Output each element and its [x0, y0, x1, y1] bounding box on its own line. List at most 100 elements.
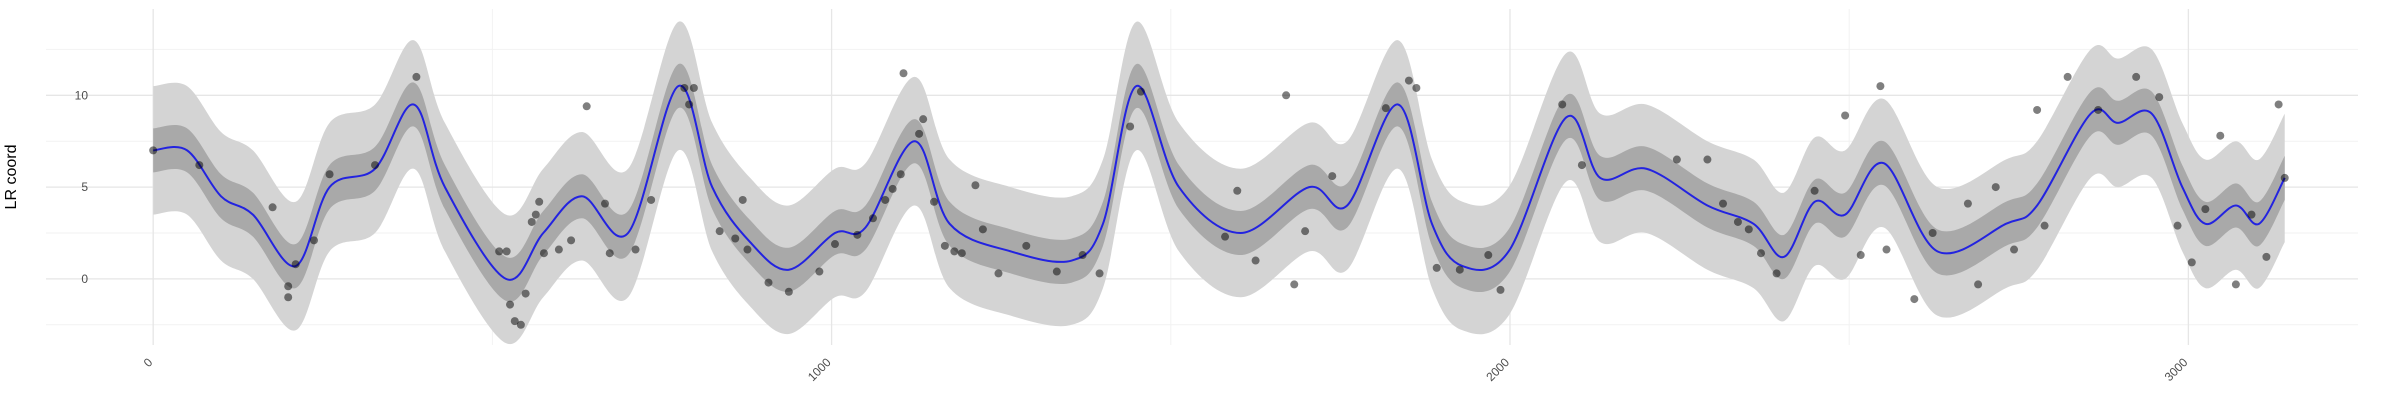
data-point [2094, 105, 2103, 114]
data-point [1022, 241, 1031, 250]
data-point [1484, 251, 1493, 260]
data-point [743, 245, 752, 254]
data-point [309, 236, 318, 245]
data-point [2010, 245, 2019, 254]
data-point [680, 83, 689, 92]
y-tick-label: 5 [81, 180, 88, 194]
data-point [2187, 258, 2196, 267]
data-point [1251, 256, 1260, 265]
data-point [2040, 221, 2049, 230]
data-point [1882, 245, 1891, 254]
y-tick-label: 0 [81, 272, 88, 286]
data-point [2262, 252, 2271, 261]
data-point [1757, 249, 1766, 258]
data-point [2280, 173, 2289, 182]
data-point [1095, 269, 1104, 278]
data-point [1126, 122, 1135, 131]
data-point [1078, 251, 1087, 260]
data-point [1233, 186, 1242, 195]
data-point [1328, 172, 1337, 181]
data-point [527, 217, 536, 226]
data-point [2201, 205, 2210, 214]
data-point [284, 282, 293, 291]
data-point [1412, 83, 1421, 92]
data-point [495, 247, 504, 256]
data-point [888, 184, 897, 193]
data-point [1404, 76, 1413, 85]
data-point [539, 249, 548, 258]
data-point [2274, 100, 2283, 109]
data-point [930, 197, 939, 206]
data-point [868, 214, 877, 223]
data-point [899, 69, 908, 78]
data-point [2155, 93, 2164, 102]
data-point [284, 293, 293, 302]
data-point [567, 236, 576, 245]
data-point [502, 247, 511, 256]
data-point [1963, 199, 1972, 208]
data-point [371, 161, 380, 170]
data-point [1558, 100, 1567, 109]
y-tick-label: 10 [75, 88, 89, 102]
data-point [2231, 280, 2240, 289]
data-point [1703, 155, 1712, 164]
data-point [1381, 104, 1390, 113]
data-point [506, 300, 515, 309]
data-point [950, 247, 959, 256]
data-point [149, 146, 158, 155]
data-point [896, 170, 905, 179]
data-point [1221, 232, 1230, 241]
data-point [1719, 199, 1728, 208]
smooth-line [153, 84, 2286, 281]
data-point [994, 269, 1003, 278]
inner-band [153, 63, 2285, 302]
data-point [2247, 210, 2256, 219]
data-point [510, 317, 519, 326]
data-point [1841, 111, 1850, 120]
data-point [291, 260, 300, 269]
data-point [1928, 229, 1937, 237]
data-point [268, 203, 277, 212]
data-point [554, 245, 563, 254]
data-point [830, 240, 839, 249]
data-point [195, 161, 204, 170]
data-point [631, 245, 640, 254]
data-point [516, 320, 525, 329]
data-point [2132, 72, 2141, 81]
data-point [2173, 221, 2182, 230]
data-point [1282, 91, 1291, 100]
data-point [1496, 285, 1505, 294]
data-point [978, 225, 987, 234]
data-point [1733, 217, 1742, 226]
data-point [971, 181, 980, 190]
data-point [601, 199, 610, 208]
data-point [1052, 267, 1061, 276]
data-point [535, 197, 544, 206]
data-point [2216, 131, 2225, 140]
data-point [1991, 183, 2000, 192]
data-point [1672, 155, 1681, 164]
data-point [853, 230, 862, 239]
data-point [764, 278, 773, 287]
data-point [784, 287, 793, 296]
data-point [1772, 269, 1781, 278]
data-point [738, 195, 747, 204]
data-point [325, 170, 334, 179]
data-point [1810, 186, 1819, 195]
data-point [940, 241, 949, 250]
data-point [1290, 280, 1299, 289]
data-point [1455, 265, 1464, 274]
data-point [412, 72, 421, 81]
data-point [1910, 295, 1919, 304]
data-point [1301, 227, 1310, 236]
data-point [605, 249, 614, 258]
data-point [2033, 105, 2042, 114]
data-point [1876, 82, 1885, 91]
y-axis-label: LR coord [3, 145, 20, 210]
data-point [685, 100, 694, 109]
data-point [521, 289, 530, 298]
data-point [582, 102, 591, 111]
data-point [647, 195, 656, 204]
data-point [731, 234, 740, 243]
